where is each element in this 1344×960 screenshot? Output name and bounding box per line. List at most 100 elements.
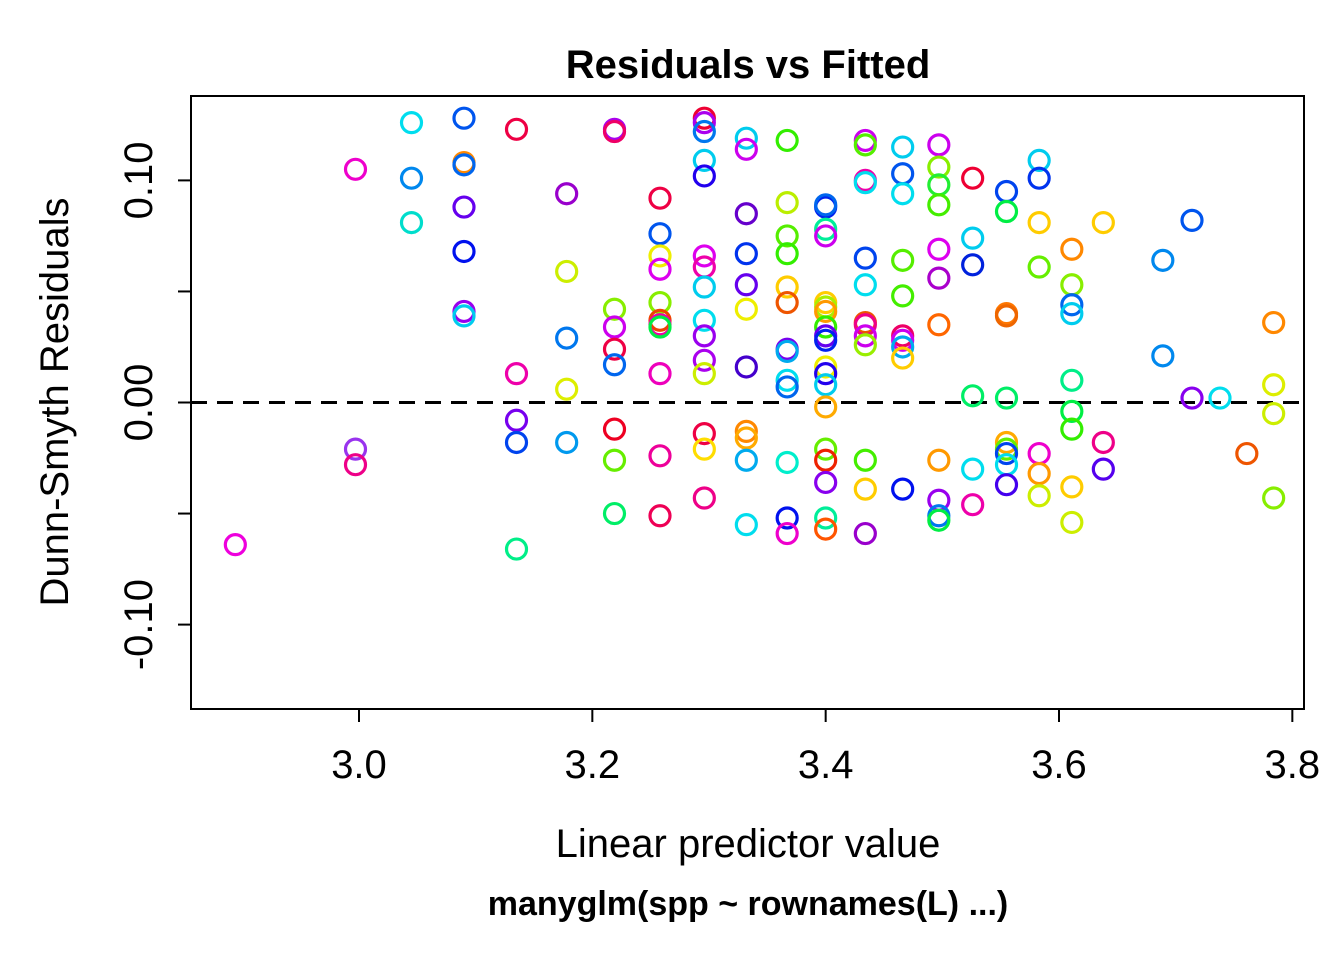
data-point xyxy=(1060,510,1084,535)
data-point xyxy=(1060,417,1084,441)
data-point xyxy=(602,417,627,441)
data-point xyxy=(814,506,838,530)
data-point xyxy=(927,133,951,157)
data-point xyxy=(602,315,627,339)
data-point xyxy=(775,521,799,546)
data-point xyxy=(1027,255,1051,279)
data-point xyxy=(891,477,915,501)
data-point xyxy=(814,517,838,541)
data-point xyxy=(734,355,758,379)
data-point xyxy=(994,473,1019,497)
data-point xyxy=(555,259,579,284)
data-point xyxy=(775,450,799,475)
data-point xyxy=(452,153,476,177)
data-point xyxy=(1060,237,1084,261)
data-point xyxy=(775,128,799,153)
data-point xyxy=(399,111,424,135)
data-point xyxy=(734,242,758,266)
data-point xyxy=(891,328,915,352)
data-point xyxy=(927,448,951,472)
x-axis-label: Linear predictor value xyxy=(556,822,941,866)
data-point xyxy=(994,430,1019,455)
data-point xyxy=(891,346,915,370)
data-point xyxy=(775,339,799,364)
data-point xyxy=(648,186,672,210)
data-point xyxy=(891,182,915,206)
data-point xyxy=(343,437,368,461)
data-point xyxy=(452,239,476,264)
data-point xyxy=(504,430,529,455)
data-point xyxy=(1027,166,1051,190)
data-point xyxy=(692,324,716,348)
data-point xyxy=(1151,248,1175,272)
data-point xyxy=(734,202,758,226)
data-point xyxy=(1262,402,1286,426)
data-point xyxy=(891,248,915,272)
data-point xyxy=(775,506,799,530)
data-point xyxy=(648,290,672,315)
data-point xyxy=(1262,373,1286,397)
data-point xyxy=(814,328,838,352)
x-axis: 3.0 3.2 3.4 3.6 3.8 xyxy=(331,708,1320,787)
data-point xyxy=(734,419,758,443)
y-axis-label: Dunn-Smyth Residuals xyxy=(33,197,77,606)
data-point xyxy=(961,384,985,408)
x-tick-label: 3.4 xyxy=(798,743,854,787)
data-point xyxy=(814,299,838,324)
data-point xyxy=(961,226,985,250)
data-point xyxy=(1060,368,1084,392)
data-point xyxy=(692,362,716,386)
data-point xyxy=(1027,210,1051,235)
data-point xyxy=(1091,457,1115,481)
data-point xyxy=(853,273,877,297)
data-point xyxy=(648,315,672,339)
data-point xyxy=(853,324,877,348)
data-point xyxy=(994,304,1019,328)
data-point xyxy=(853,477,877,501)
data-point xyxy=(692,348,716,372)
data-point xyxy=(961,457,985,481)
data-point xyxy=(1060,293,1084,317)
data-point xyxy=(555,326,579,350)
data-point xyxy=(452,304,476,328)
x-tick-label: 3.6 xyxy=(1031,743,1087,787)
data-point xyxy=(814,224,838,248)
data-point xyxy=(775,368,799,392)
data-point xyxy=(504,537,529,561)
data-point xyxy=(734,297,758,321)
data-point xyxy=(853,246,877,270)
data-point xyxy=(775,191,799,215)
data-point xyxy=(775,275,799,299)
chart-title: Residuals vs Fitted xyxy=(566,43,931,87)
data-point xyxy=(961,253,985,277)
data-point xyxy=(555,182,579,206)
data-point xyxy=(853,133,877,157)
data-point xyxy=(648,222,672,246)
data-point xyxy=(1060,475,1084,499)
data-point xyxy=(775,242,799,266)
data-point xyxy=(399,210,424,235)
data-point xyxy=(775,224,799,248)
data-point xyxy=(814,362,838,386)
data-point xyxy=(555,377,579,401)
data-point xyxy=(692,437,716,461)
x-tick-label: 3.2 xyxy=(565,743,621,787)
x-tick-label: 3.0 xyxy=(331,743,387,787)
data-point xyxy=(343,453,368,477)
data-point xyxy=(994,441,1019,466)
data-point xyxy=(602,501,627,526)
data-point xyxy=(961,493,985,517)
data-point xyxy=(602,337,627,361)
data-point xyxy=(927,266,951,290)
data-point xyxy=(692,119,716,144)
data-point xyxy=(504,362,529,386)
data-point xyxy=(814,448,838,472)
data-point xyxy=(1027,461,1051,486)
data-point xyxy=(814,355,838,379)
data-point xyxy=(734,448,758,472)
data-point xyxy=(343,157,368,181)
data-point xyxy=(1262,310,1286,335)
data-point xyxy=(648,444,672,468)
data-point xyxy=(692,275,716,299)
